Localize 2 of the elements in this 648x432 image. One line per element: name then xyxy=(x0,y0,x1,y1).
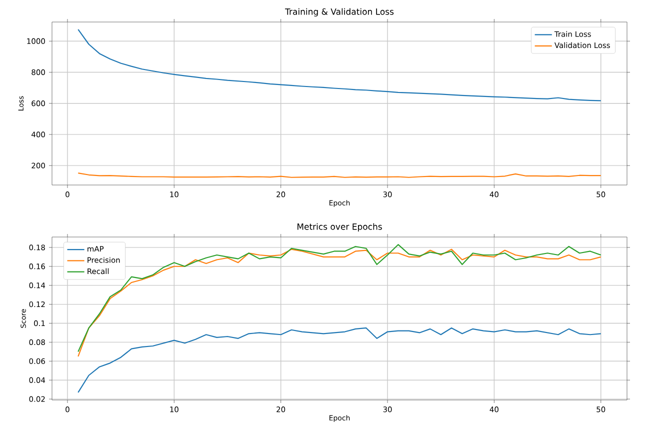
chart-title: Training & Validation Loss xyxy=(285,8,394,16)
chart-title: Metrics over Epochs xyxy=(298,223,382,232)
